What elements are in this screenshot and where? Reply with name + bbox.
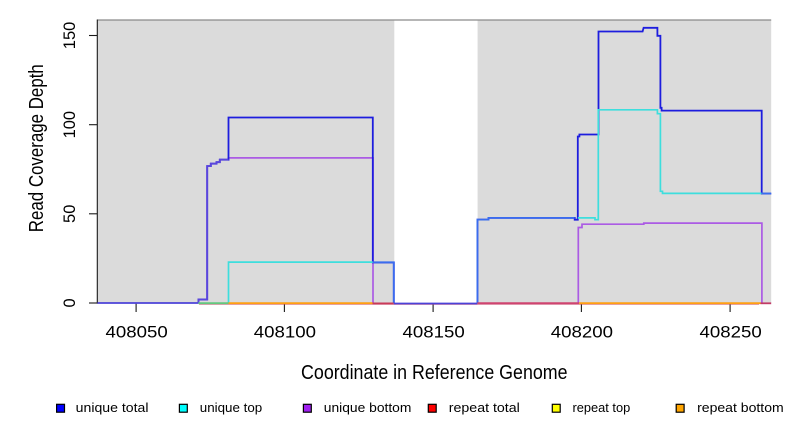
svg-text:408150: 408150 xyxy=(403,323,465,342)
svg-text:unique bottom: unique bottom xyxy=(324,400,412,415)
svg-text:408100: 408100 xyxy=(254,323,316,342)
svg-text:100: 100 xyxy=(60,111,79,138)
svg-text:unique top: unique top xyxy=(200,400,262,415)
svg-text:unique total: unique total xyxy=(76,400,149,415)
svg-text:repeat total: repeat total xyxy=(449,400,520,415)
svg-text:50: 50 xyxy=(60,205,79,223)
svg-text:0: 0 xyxy=(60,298,79,307)
svg-text:Coordinate in Reference Genome: Coordinate in Reference Genome xyxy=(301,361,568,384)
svg-text:repeat top: repeat top xyxy=(573,400,631,415)
svg-text:408050: 408050 xyxy=(106,323,168,342)
svg-text:408250: 408250 xyxy=(700,323,762,342)
svg-text:150: 150 xyxy=(60,22,79,49)
svg-text:Read Coverage Depth: Read Coverage Depth xyxy=(25,64,48,232)
svg-text:repeat bottom: repeat bottom xyxy=(697,400,784,415)
svg-text:408200: 408200 xyxy=(551,323,613,342)
